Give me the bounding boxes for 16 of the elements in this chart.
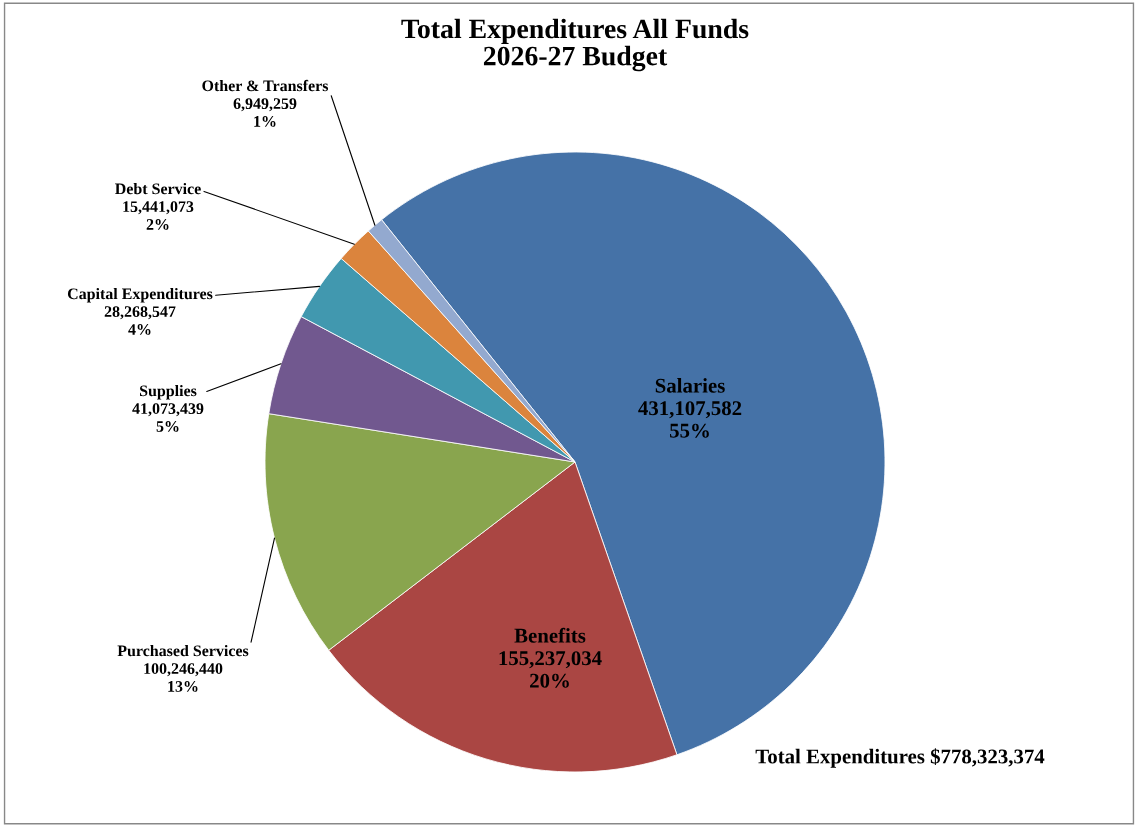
data-label: 155,237,034 20%: [499, 651, 602, 688]
slice-label: Other & Transfers: [202, 79, 329, 92]
text: Total Expenditures $778,323,374: [755, 748, 1045, 768]
slice-label: Salaries: [655, 378, 725, 393]
chart-title: Total Expenditures All Funds 2026-27 Budget: [401, 18, 749, 72]
data-label: 41,073,439 5%: [132, 403, 204, 432]
slice-label: Purchased Services: [117, 644, 249, 657]
slice-label: Debt Service: [115, 182, 201, 195]
data-label: 28,268,547 4%: [104, 306, 176, 335]
slice-label: Supplies: [140, 384, 197, 400]
data-label: 100,246,440 13%: [144, 663, 223, 692]
data-label: 431,107,582 55%: [638, 401, 742, 438]
slice-label: Benefits: [514, 627, 586, 643]
data-label: 15,441,073 2%: [123, 201, 194, 230]
slice-label: Capital Expenditures: [67, 287, 213, 303]
data-label: 6,949,259 1%: [233, 98, 297, 127]
